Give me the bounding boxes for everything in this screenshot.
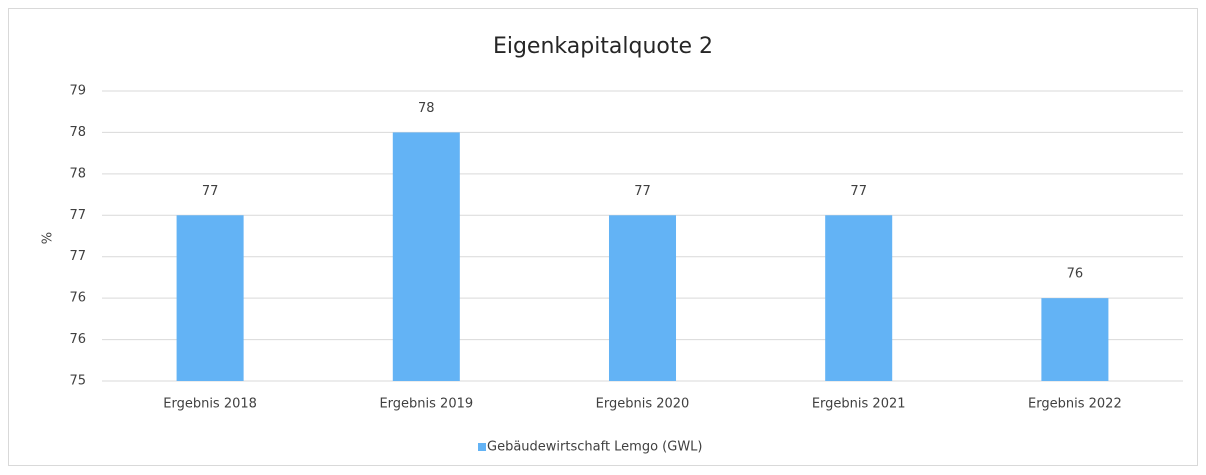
bar <box>825 215 893 381</box>
chart-title: Eigenkapitalquote 2 <box>493 34 713 59</box>
data-label: 77 <box>202 184 219 199</box>
y-tick-label: 77 <box>69 208 86 223</box>
legend-label: Gebäudewirtschaft Lemgo (GWL) <box>487 440 703 455</box>
x-tick-label: Ergebnis 2022 <box>1028 397 1122 412</box>
bar <box>1041 298 1109 381</box>
data-label: 78 <box>418 101 435 116</box>
x-tick-label: Ergebnis 2020 <box>596 397 690 412</box>
bar <box>392 132 460 381</box>
data-label: 77 <box>634 184 651 199</box>
bar <box>176 215 244 381</box>
y-tick-label: 78 <box>69 125 86 140</box>
y-tick-label: 76 <box>69 291 86 306</box>
bar <box>608 215 677 381</box>
y-tick-label: 76 <box>69 332 86 347</box>
y-tick-label: 78 <box>69 166 86 181</box>
y-tick-label: 77 <box>69 249 86 264</box>
y-axis-label: % <box>41 232 56 244</box>
x-tick-label: Ergebnis 2018 <box>163 397 257 412</box>
x-tick-label: Ergebnis 2019 <box>379 397 473 412</box>
data-label: 77 <box>850 184 867 199</box>
y-tick-label: 79 <box>69 84 86 99</box>
x-tick-label: Ergebnis 2021 <box>812 397 906 412</box>
y-tick-label: 75 <box>69 374 86 389</box>
data-label: 76 <box>1067 267 1084 282</box>
legend-swatch <box>478 443 486 451</box>
